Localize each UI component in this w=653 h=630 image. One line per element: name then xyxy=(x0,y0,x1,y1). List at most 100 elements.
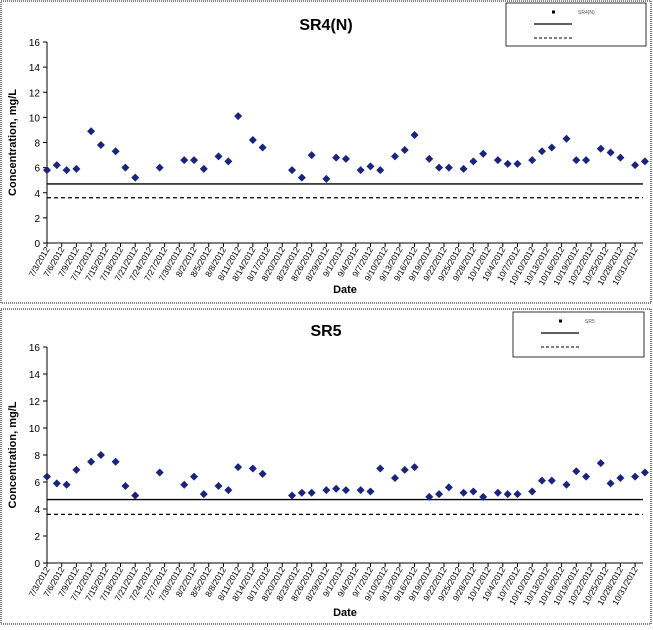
y-tick-label: 16 xyxy=(29,38,41,49)
data-point xyxy=(444,163,453,172)
y-tick-label: 2 xyxy=(34,214,40,225)
data-point xyxy=(341,154,350,163)
data-point xyxy=(582,472,591,481)
data-point xyxy=(435,163,444,172)
data-point xyxy=(155,163,164,172)
y-tick-label: 4 xyxy=(34,505,40,516)
data-point xyxy=(52,479,61,488)
data-point xyxy=(121,482,130,491)
data-point xyxy=(606,479,615,488)
data-point xyxy=(596,459,605,468)
x-axis-label: Date xyxy=(333,284,357,296)
data-point xyxy=(248,135,257,144)
data-point xyxy=(131,173,140,182)
data-point xyxy=(288,491,297,500)
data-point xyxy=(155,468,164,477)
y-tick-label: 12 xyxy=(29,88,41,99)
legend-marker xyxy=(559,319,562,323)
y-tick-label: 10 xyxy=(29,113,41,124)
legend-box xyxy=(512,311,645,358)
data-point xyxy=(410,463,419,472)
data-point xyxy=(332,484,341,493)
data-point xyxy=(479,492,488,501)
data-point xyxy=(121,163,130,172)
data-point xyxy=(62,480,71,489)
data-point xyxy=(180,480,189,489)
chart-title: SR4(N) xyxy=(299,17,352,34)
panel-frame xyxy=(0,308,652,625)
data-point xyxy=(307,151,316,160)
data-point xyxy=(131,491,140,500)
data-point xyxy=(366,487,375,496)
data-point xyxy=(322,486,331,495)
legend-box xyxy=(505,2,647,47)
data-point xyxy=(410,130,419,139)
data-point xyxy=(469,487,478,496)
data-point xyxy=(190,156,199,165)
y-tick-label: 0 xyxy=(34,559,40,570)
data-point xyxy=(390,152,399,161)
data-point xyxy=(224,486,233,495)
data-point xyxy=(341,486,350,495)
data-point xyxy=(537,147,546,156)
data-point xyxy=(572,156,581,165)
data-point xyxy=(547,143,556,152)
data-point xyxy=(376,166,385,175)
data-point xyxy=(87,457,96,466)
data-point xyxy=(562,480,571,489)
data-point xyxy=(111,147,120,156)
y-tick-label: 6 xyxy=(34,164,40,175)
data-point xyxy=(459,164,468,173)
y-axis-label: Concentration, mg/L xyxy=(7,401,19,508)
data-point xyxy=(199,490,208,499)
data-point xyxy=(631,472,640,481)
data-point xyxy=(631,161,640,170)
data-point xyxy=(234,112,243,121)
data-point xyxy=(297,488,306,497)
y-tick-label: 8 xyxy=(34,139,40,150)
data-point xyxy=(376,464,385,473)
data-point xyxy=(214,482,223,491)
data-point xyxy=(297,173,306,182)
data-point xyxy=(479,149,488,158)
y-tick-label: 8 xyxy=(34,451,40,462)
data-point xyxy=(332,153,341,162)
data-point xyxy=(562,134,571,143)
data-point xyxy=(493,488,502,497)
data-point xyxy=(493,156,502,165)
data-point xyxy=(503,159,512,168)
y-tick-label: 10 xyxy=(29,424,41,435)
y-axis-label: Concentration, mg/L xyxy=(7,89,19,196)
y-tick-label: 2 xyxy=(34,532,40,543)
data-point xyxy=(214,152,223,161)
data-point xyxy=(528,156,537,165)
data-point xyxy=(616,473,625,482)
data-point xyxy=(459,488,468,497)
y-tick-label: 12 xyxy=(29,397,41,408)
y-tick-label: 0 xyxy=(34,239,40,250)
data-point xyxy=(234,463,243,472)
data-point xyxy=(547,476,556,485)
data-point xyxy=(52,161,61,170)
data-point xyxy=(307,488,316,497)
y-tick-label: 14 xyxy=(29,370,41,381)
legend: SR5 xyxy=(512,311,645,358)
data-point xyxy=(43,166,51,175)
y-tick-label: 6 xyxy=(34,478,40,489)
data-point xyxy=(400,146,409,155)
data-point xyxy=(248,464,257,473)
data-point xyxy=(43,472,51,481)
data-point xyxy=(503,490,512,499)
data-point xyxy=(72,465,81,474)
data-point xyxy=(356,486,365,495)
data-point xyxy=(435,490,444,499)
data-point xyxy=(224,157,233,166)
legend: SR4(N) xyxy=(505,2,647,47)
data-point xyxy=(72,164,81,173)
data-point xyxy=(258,469,267,478)
data-point xyxy=(199,164,208,173)
data-point xyxy=(640,468,649,477)
data-point xyxy=(288,166,297,175)
